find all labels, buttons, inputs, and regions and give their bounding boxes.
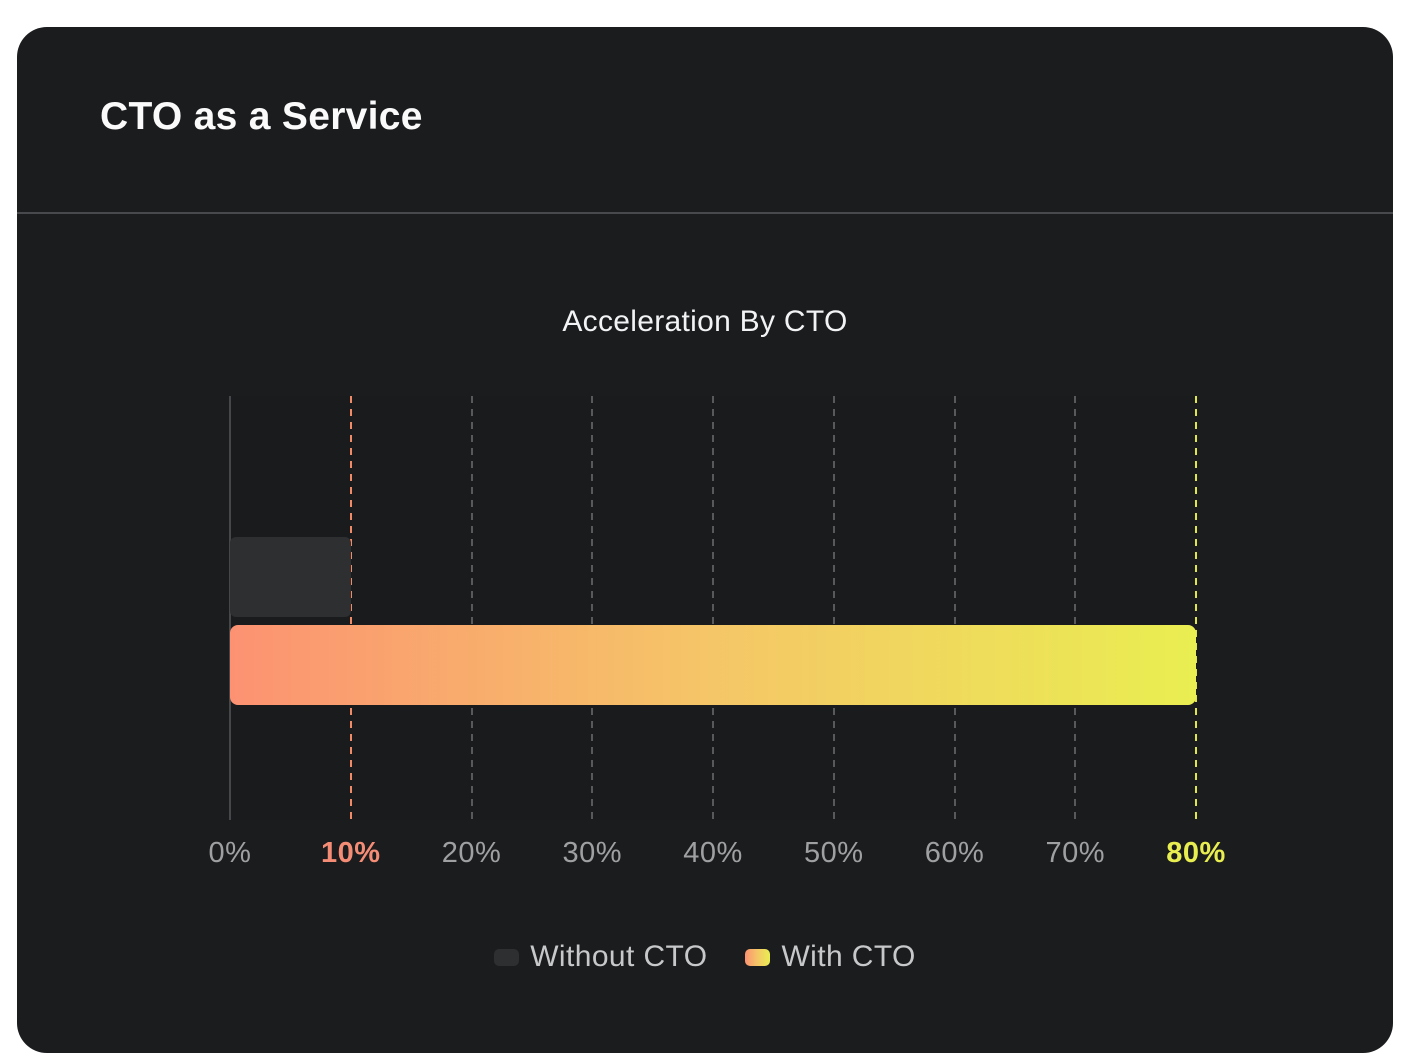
x-tick-70%: 70% (1045, 837, 1106, 869)
gridline-80% (1195, 396, 1197, 820)
chart-title: Acceleration By CTO (562, 305, 848, 338)
legend-swatch-without-cto (494, 948, 520, 966)
x-tick-50%: 50% (803, 837, 864, 869)
bar-with-cto[interactable] (230, 625, 1196, 705)
plot-area (229, 396, 1197, 820)
legend-item-without-cto[interactable]: Without CTO (494, 940, 707, 974)
card-title: CTO as a Service (100, 95, 423, 138)
gridline-20% (470, 396, 473, 820)
legend-label-without-cto: Without CTO (530, 940, 708, 973)
gridline-60% (953, 396, 956, 820)
header-divider (17, 212, 1393, 214)
gridline-50% (832, 396, 835, 820)
gridline-40% (712, 396, 714, 820)
x-tick-80%: 80% (1166, 837, 1226, 869)
x-tick-10%: 10% (320, 837, 381, 869)
x-tick-0%: 0% (208, 837, 252, 869)
x-tick-60%: 60% (924, 837, 985, 869)
x-tick-30%: 30% (562, 837, 623, 869)
gridline-10% (349, 396, 352, 820)
gridline-70% (1074, 396, 1077, 820)
legend: Without CTO With CTO (17, 940, 1393, 974)
bar-without-cto[interactable] (230, 537, 351, 617)
x-tick-20%: 20% (441, 837, 502, 869)
legend-swatch-with-cto (745, 948, 771, 966)
legend-item-with-cto[interactable]: With CTO (745, 940, 915, 974)
x-tick-40%: 40% (683, 837, 743, 869)
chart-card: CTO as a Service Acceleration By CTO 0% 1… (17, 27, 1393, 1053)
x-axis: 0% 10% 20% 30% 40% 50% 60% 70% 80% (209, 837, 1226, 877)
legend-label-with-cto: With CTO (781, 940, 916, 973)
gridline-30% (591, 396, 594, 820)
